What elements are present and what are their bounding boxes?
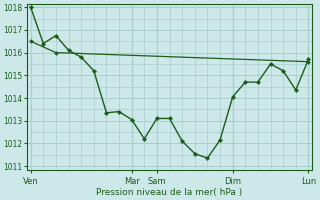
X-axis label: Pression niveau de la mer( hPa ): Pression niveau de la mer( hPa ) — [96, 188, 243, 197]
